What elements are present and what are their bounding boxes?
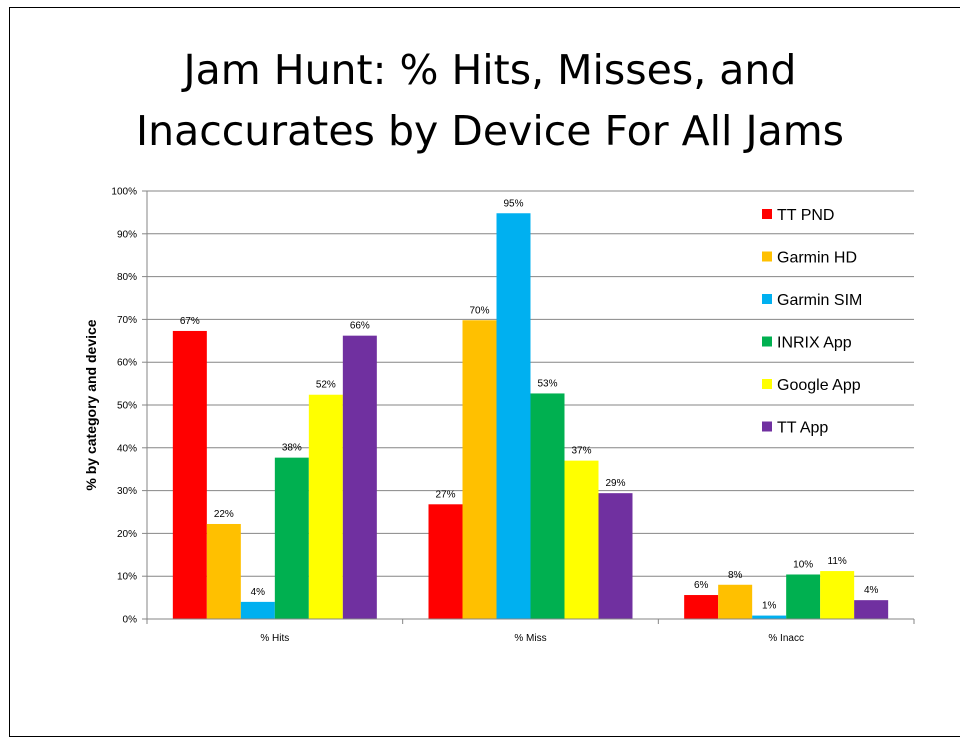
- bar: [275, 458, 309, 619]
- bar: [497, 213, 531, 619]
- legend-swatch: [762, 422, 772, 432]
- bar: [463, 320, 497, 619]
- bars: [173, 213, 888, 619]
- bar: [854, 600, 888, 619]
- x-tick-label: % Hits: [260, 633, 289, 644]
- legend-entry: Garmin SIM: [777, 292, 862, 309]
- y-tick-label: 50%: [117, 401, 137, 412]
- bar: [429, 504, 463, 619]
- bar-data-label: 6%: [694, 580, 709, 591]
- legend-swatch: [762, 379, 772, 389]
- x-tick-label: % Miss: [514, 633, 546, 644]
- bar-data-label: 66%: [350, 321, 370, 332]
- bar: [718, 585, 752, 619]
- legend-swatch: [762, 294, 772, 304]
- x-axis-ticks: % Hits % Miss % Inacc: [147, 619, 914, 644]
- bar: [531, 393, 565, 619]
- bar-data-label: 38%: [282, 443, 302, 454]
- bar-data-label: 67%: [180, 316, 200, 327]
- bar: [241, 602, 275, 619]
- bar: [599, 493, 633, 619]
- legend-swatch: [762, 337, 772, 347]
- bar: [565, 461, 599, 619]
- y-tick-label: 30%: [117, 486, 137, 497]
- bar-data-label: 4%: [864, 585, 879, 596]
- bar: [309, 395, 343, 619]
- bar-data-label: 70%: [469, 305, 489, 316]
- y-tick-label: 70%: [117, 315, 137, 326]
- y-tick-label: 60%: [117, 358, 137, 369]
- bar-data-label: 11%: [828, 556, 847, 567]
- y-tick-label: 10%: [117, 572, 137, 583]
- legend-entry: Google App: [777, 377, 861, 394]
- bar-data-label: 10%: [793, 559, 813, 570]
- y-tick-label: 40%: [117, 443, 137, 454]
- x-tick-label: % Inacc: [768, 633, 804, 644]
- bar: [343, 336, 377, 619]
- bar: [752, 616, 786, 619]
- legend: TT PND Garmin HD Garmin SIM INRIX App Google…: [762, 207, 862, 437]
- bar: [684, 595, 718, 619]
- bar-data-label: 8%: [728, 570, 743, 581]
- bar: [820, 571, 854, 619]
- bar-data-label: 37%: [571, 446, 591, 457]
- bar-data-label: 53%: [537, 378, 557, 389]
- y-tick-label: 20%: [117, 529, 137, 540]
- bar-data-label: 29%: [605, 478, 625, 489]
- bar-data-label: 1%: [762, 601, 777, 612]
- bar: [173, 331, 207, 619]
- legend-entry: TT App: [777, 420, 828, 437]
- bar-data-label: 4%: [251, 587, 266, 598]
- legend-swatch: [762, 209, 772, 219]
- y-tick-label: 80%: [117, 272, 137, 283]
- y-tick-label: 90%: [117, 229, 137, 240]
- y-tick-label: 100%: [111, 187, 137, 198]
- y-tick-label: 0%: [123, 615, 138, 626]
- bar-data-label: 22%: [214, 509, 234, 520]
- legend-entry: Garmin HD: [777, 250, 857, 267]
- bar: [207, 524, 241, 619]
- legend-entry: INRIX App: [777, 335, 852, 352]
- bar-data-label: 95%: [503, 198, 523, 209]
- bar-data-label: 27%: [435, 489, 455, 500]
- bar: [786, 574, 820, 619]
- bar-data-label: 52%: [316, 380, 336, 391]
- y-axis-ticks: 0% 10% 20% 30% 40% 50% 60% 70% 80% 90% 100%: [111, 187, 147, 626]
- legend-swatch: [762, 252, 772, 262]
- y-axis-label: % by category and device: [83, 319, 99, 490]
- legend-entry: TT PND: [777, 207, 834, 224]
